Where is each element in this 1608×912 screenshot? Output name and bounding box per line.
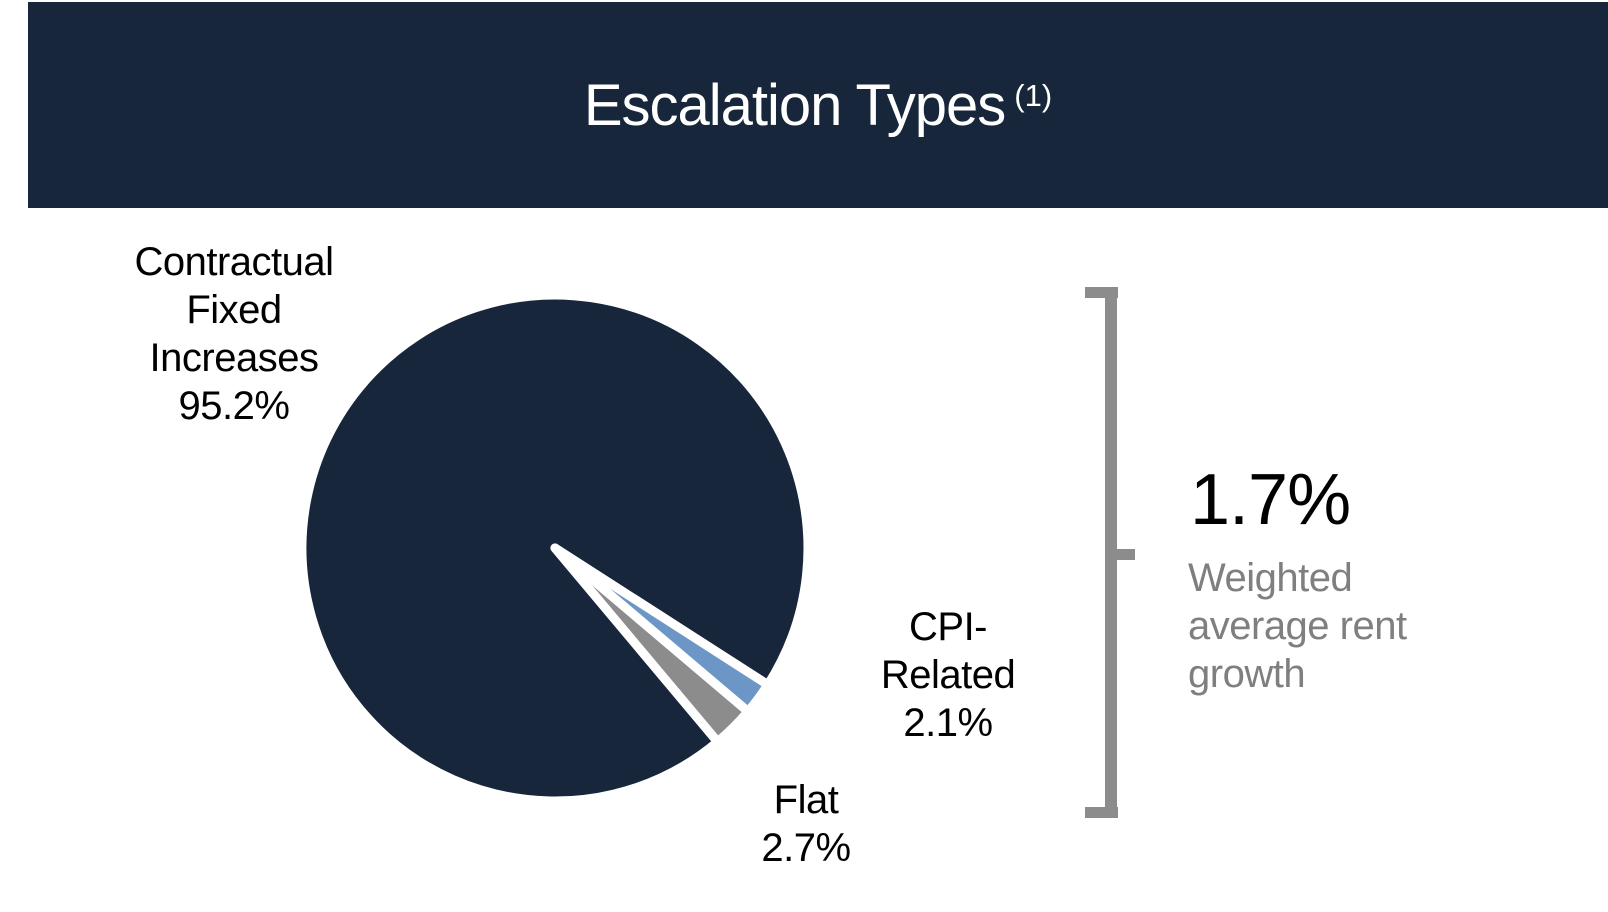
bracket-top-arm: [1085, 287, 1118, 298]
bracket-bottom-arm: [1085, 807, 1118, 818]
page-title-text: Escalation Types: [583, 72, 1006, 138]
pie-label-flat: Flat 2.7%: [761, 778, 851, 870]
bracket-vertical-bar: [1105, 287, 1117, 818]
metric-value: 1.7%: [1190, 460, 1351, 540]
metric-description: Weighted average rent growth: [1188, 556, 1407, 696]
pie-label-contractual-fixed-increases: Contractual Fixed Increases 95.2%: [134, 240, 334, 428]
pie-chart: [297, 290, 813, 806]
page-title: Escalation Types (1): [584, 72, 1052, 139]
bracket-middle-tick: [1117, 549, 1135, 560]
title-bar: Escalation Types (1): [28, 2, 1608, 208]
pie-label-cpi-related: CPI- Related 2.1%: [880, 605, 1016, 745]
pie-slice-flat: [550, 543, 753, 747]
footnote-marker: (1): [1014, 77, 1053, 113]
